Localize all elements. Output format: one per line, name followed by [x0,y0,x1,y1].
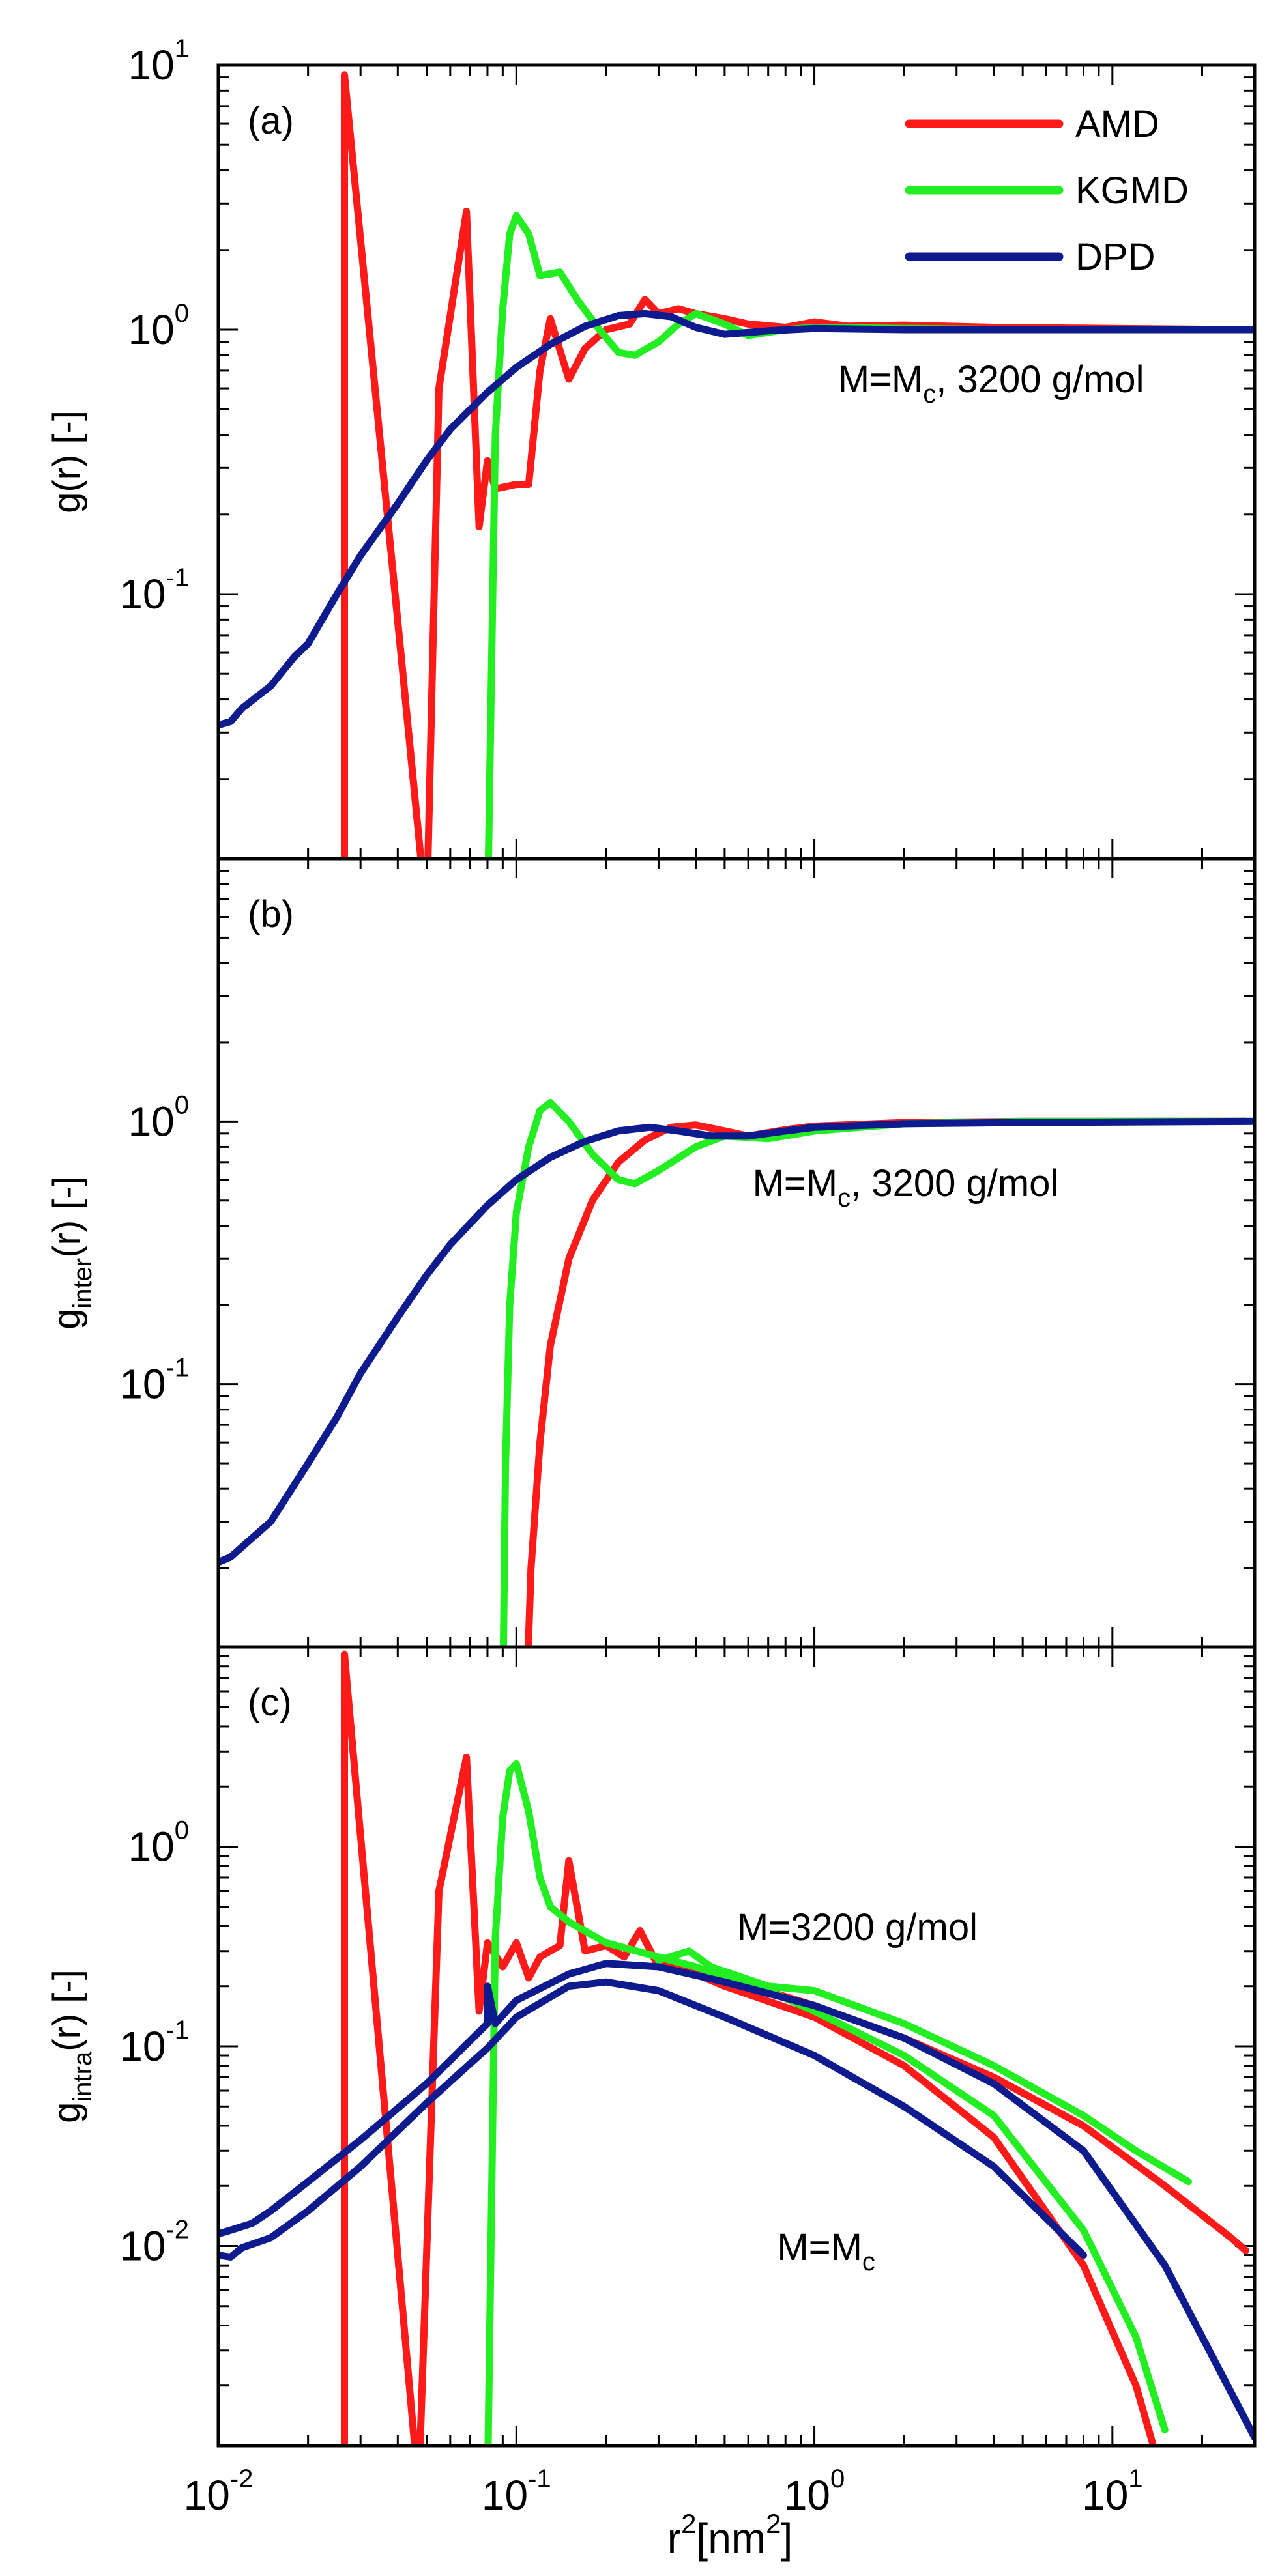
annotation-text: M=M [753,1162,838,1205]
series-line-kgmd [499,1098,1249,1647]
series-line-dpd [218,309,1255,729]
annotation: M=Mc, 3200 g/mol [838,358,1144,408]
x-tick-exponent: 1 [1128,2465,1142,2493]
annotation: M=Mc [777,2226,875,2276]
y-axis-label-main: g [46,1309,88,1330]
y-axis-label: ginter(r) [-] [46,1176,97,1330]
y-tick-label: 10-1 [119,2016,189,2070]
annotation: M=3200 g/mol [737,1906,978,1949]
annotation-sub: c [923,380,936,408]
annotation-rest: , 3200 g/mol [936,358,1144,401]
y-tick-label: 10-1 [119,564,189,618]
y-axis-label-rest: (r) [-] [46,1969,88,2052]
series-group [218,71,1255,859]
annotation: M=Mc, 3200 g/mol [753,1162,1059,1212]
y-axis-label-rest: (r) [-] [46,1176,88,1258]
x-axis-label-mid: [nm [696,2515,766,2562]
y-tick-base: 10 [128,42,175,89]
y-tick-base: 10 [119,571,166,618]
y-axis-label: g(r) [-] [46,410,88,513]
x-tick-exponent: -1 [528,2465,551,2493]
annotation-text: M=3200 g/mol [737,1906,978,1949]
series-line-dpd-m-3200-g-mol [218,1960,1255,2441]
panel-label: (c) [248,1682,292,1724]
series-line-kgmd-m-mc [484,1760,1169,2446]
legend-label-kgmd: KGMD [1075,169,1189,212]
y-tick-base: 10 [128,1824,175,1870]
x-axis-label-main: r [667,2515,681,2562]
panel-label: (a) [248,100,294,142]
panel-label: (b) [248,893,294,936]
x-tick-base: 10 [482,2472,528,2519]
series-line-amd [341,71,1249,859]
annotation-sub: c [837,1184,851,1212]
x-tick-base: 10 [184,2472,230,2519]
y-tick-base: 10 [119,2023,166,2070]
series-line-dpd [218,1117,1255,1566]
annotation-text: M=M [838,358,924,401]
y-tick-base: 10 [128,1098,175,1145]
y-tick-exponent: 0 [175,299,189,328]
x-tick-label: 100 [784,2465,845,2519]
series-line-amd-m-mc [341,1650,1157,2446]
y-tick-label: 101 [128,35,189,89]
series-group [218,1098,1255,1647]
y-tick-exponent: -1 [166,1354,189,1382]
ticks [217,1646,1256,2447]
legend: AMD KGMD DPD [905,103,1189,278]
y-tick-exponent: 1 [175,35,189,63]
y-tick-base: 10 [119,2223,166,2270]
x-tick-exponent: 0 [830,2465,845,2493]
x-tick-label: 10-2 [184,2465,254,2519]
x-tick-exponent: -2 [230,2465,254,2493]
plot-frame [216,1645,1257,2448]
x-axis-label: r2[nm2] [667,2508,793,2562]
x-tick-base: 10 [784,2472,830,2519]
y-tick-exponent: -1 [166,2016,189,2044]
annotation-sub: c [862,2248,875,2276]
y-tick-exponent: 0 [175,1816,189,1845]
x-tick-base: 10 [1082,2472,1128,2519]
y-axis-label-main: g [46,2102,88,2123]
y-tick-exponent: 0 [175,1091,189,1119]
y-tick-label: 10-1 [119,1354,189,1408]
y-axis-label-sub: intra [68,2051,97,2102]
annotation-text: M=M [777,2226,862,2268]
y-axis-label: gintra(r) [-] [46,1969,97,2123]
y-tick-base: 10 [128,306,175,353]
y-tick-label: 100 [128,1816,189,1870]
legend-label-dpd: DPD [1075,236,1155,278]
series-line-dpd-m-mc [218,1978,1087,2261]
x-axis-label-end: ] [781,2515,793,2562]
y-axis-label-sub: inter [68,1258,97,1309]
x-tick-label: 10-1 [482,2465,551,2519]
series-line-kgmd-m-3200-g-mol [655,1947,1193,2186]
x-axis-label-sup: 2 [681,2508,696,2539]
y-tick-label: 100 [128,299,189,353]
series-group [218,1650,1255,2446]
y-tick-label: 10-2 [119,2216,189,2270]
y-axis-label-main: g(r) [-] [46,410,88,513]
annotation-rest: , 3200 g/mol [851,1162,1058,1205]
y-tick-base: 10 [119,1361,166,1408]
legend-label-amd: AMD [1075,103,1159,145]
y-tick-exponent: -1 [166,564,189,592]
y-tick-label: 100 [128,1091,189,1145]
x-tick-label: 101 [1082,2465,1142,2519]
y-tick-exponent: -2 [166,2216,189,2244]
x-axis-label-sup2: 2 [766,2508,781,2539]
